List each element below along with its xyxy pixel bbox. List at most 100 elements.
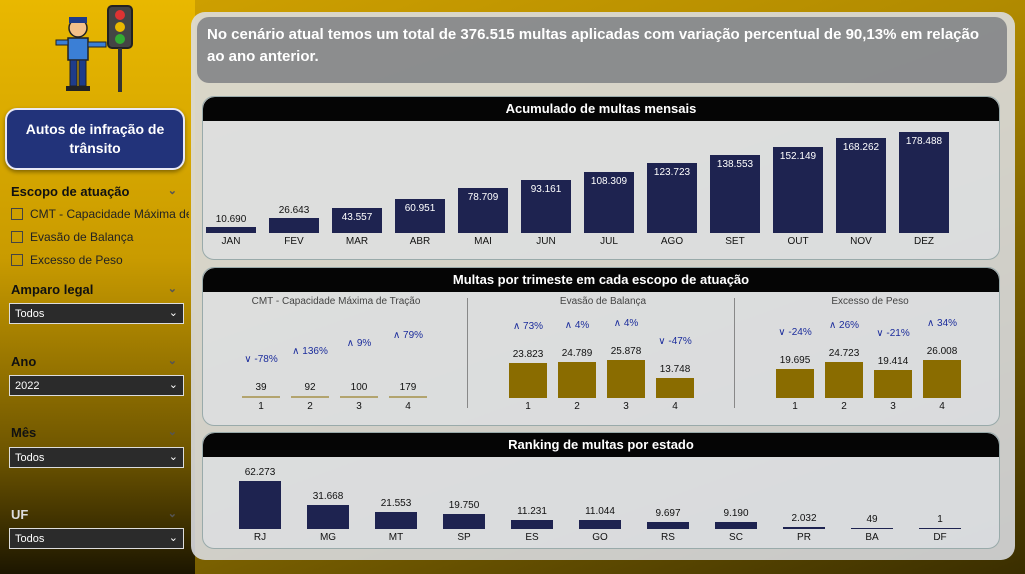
uf-filter-title: UF ⌄	[11, 507, 191, 522]
quarter-change-label: ∨ -78%	[244, 354, 278, 365]
state-value-label: 62.273	[244, 467, 276, 478]
quarter-value-label: 39	[255, 382, 267, 393]
scope-option-evasao[interactable]: Evasão de Balança	[11, 230, 189, 244]
quarter-change-label: ∨ -21%	[876, 327, 910, 339]
quarter-axis-label: 3	[356, 401, 362, 412]
month-bar	[710, 154, 760, 233]
quarter-axis-label: 2	[841, 401, 847, 412]
month-bar	[395, 198, 445, 233]
quarter-bar	[558, 361, 596, 398]
state-value-label: 49	[866, 514, 878, 525]
month-bar	[773, 146, 823, 233]
chevron-down-icon[interactable]: ⌄	[168, 307, 178, 319]
chevron-down-icon[interactable]: ⌄	[167, 426, 177, 438]
quarter-bar	[656, 377, 694, 398]
scope-option-cmt[interactable]: CMT - Capacidade Máxima de Tração	[11, 207, 189, 221]
month-axis-label: OUT	[787, 236, 809, 247]
month-bar	[647, 162, 697, 233]
checkbox-icon[interactable]	[11, 231, 23, 243]
quarter-value-label: 92	[304, 382, 316, 393]
ano-select-value: 2022	[15, 380, 40, 392]
month-bar	[206, 226, 256, 233]
amparo-select[interactable]: Todos ⌄	[9, 303, 184, 324]
state-value-label: 19.750	[448, 499, 480, 511]
quarter-value-label: 100	[350, 382, 368, 393]
ano-filter-title: Ano ⌄	[11, 354, 191, 369]
chevron-down-icon[interactable]: ⌄	[168, 379, 178, 391]
state-axis-label: SC	[729, 532, 743, 543]
amparo-filter-title: Amparo legal ⌄	[11, 282, 191, 297]
month-bar	[836, 137, 886, 233]
scope-option-label: Excesso de Peso	[30, 253, 123, 267]
quarter-bar	[509, 363, 547, 398]
state-bar	[919, 528, 961, 529]
chevron-down-icon[interactable]: ⌄	[168, 532, 178, 544]
month-bar	[332, 208, 382, 233]
state-value-label: 21.553	[380, 498, 412, 510]
quarter-change-label: ∧ 26%	[828, 319, 860, 331]
quarterly-chart-title: Multas por trimeste em cada escopo de at…	[203, 268, 999, 292]
quarter-change-label: ∧ 73%	[512, 321, 544, 333]
month-value-label: 26.643	[278, 204, 310, 216]
quarter-bar	[874, 369, 912, 398]
month-axis-label: JAN	[221, 236, 241, 247]
month-axis-label: DEZ	[914, 236, 934, 247]
month-axis-label: NOV	[850, 236, 872, 247]
month-axis-label: MAR	[345, 236, 369, 247]
chevron-down-icon[interactable]: ⌄	[167, 355, 177, 367]
month-value-label: 178.488	[905, 136, 943, 147]
scope-filter-title[interactable]: Escopo de atuação ⌄	[11, 184, 191, 199]
quarter-axis-label: 4	[405, 401, 411, 412]
state-axis-label: BA	[865, 532, 879, 543]
month-value-label: 138.553	[716, 158, 754, 170]
state-axis-label: SP	[457, 532, 471, 543]
checkbox-icon[interactable]	[11, 254, 23, 266]
quarter-axis-label: 3	[623, 401, 629, 412]
uf-select[interactable]: Todos ⌄	[9, 528, 184, 549]
state-value-label: 1	[937, 514, 943, 525]
state-axis-label: PR	[797, 532, 811, 543]
quarter-bar	[389, 396, 427, 398]
chevron-down-icon[interactable]: ⌄	[167, 283, 177, 295]
month-axis-label: ABR	[409, 236, 431, 247]
scope-option-excesso[interactable]: Excesso de Peso	[11, 253, 189, 267]
month-axis-label: FEV	[284, 236, 304, 247]
state-bar	[443, 513, 485, 529]
scope-option-label: Evasão de Balança	[30, 230, 134, 244]
chevron-down-icon[interactable]: ⌄	[167, 185, 177, 197]
state-bar	[783, 527, 825, 529]
month-bar	[584, 171, 634, 233]
summary-headline: No cenário atual temos um total de 376.5…	[197, 17, 1007, 83]
amparo-filter-label: Amparo legal	[11, 282, 94, 297]
ranking-chart-title: Ranking de multas por estado	[203, 433, 999, 457]
checkbox-icon[interactable]	[11, 208, 23, 220]
quarter-value-label: 13.748	[659, 363, 691, 375]
report-title-button[interactable]: Autos de infração de trânsito	[5, 108, 185, 170]
quarter-axis-label: 1	[258, 401, 264, 412]
quarter-value-label: 19.695	[779, 355, 811, 367]
state-axis-label: MG	[319, 532, 337, 543]
chevron-down-icon[interactable]: ⌄	[167, 508, 177, 520]
state-bar	[375, 512, 417, 529]
monthly-chart-title: Acumulado de multas mensais	[203, 97, 999, 121]
state-axis-label: GO	[592, 532, 608, 543]
chevron-down-icon[interactable]: ⌄	[168, 451, 178, 463]
state-axis-label: MT	[388, 532, 404, 543]
quarter-change-label: ∧ 4%	[564, 319, 590, 331]
quarter-bar	[242, 396, 280, 398]
quarter-axis-label: 4	[672, 401, 678, 412]
month-value-label: 123.723	[653, 166, 691, 178]
mes-select[interactable]: Todos ⌄	[9, 447, 184, 468]
month-value-label: 93.161	[530, 184, 562, 196]
ranking-chart-card: Ranking de multas por estado 62.273 RJ 31.…	[202, 432, 1000, 549]
state-bar	[511, 520, 553, 529]
quarter-value-label: 26.008	[926, 346, 958, 357]
state-bar	[715, 521, 757, 529]
ano-select[interactable]: 2022 ⌄	[9, 375, 184, 396]
quarter-change-label: ∧ 34%	[926, 318, 958, 329]
quarter-axis-label: 3	[890, 401, 896, 412]
state-value-label: 31.668	[312, 490, 344, 502]
quarter-axis-label: 4	[939, 401, 945, 412]
monthly-chart-card: Acumulado de multas mensais 10.690 JAN 26.…	[202, 96, 1000, 260]
scope-option-label: CMT - Capacidade Máxima de Tração	[30, 207, 189, 221]
